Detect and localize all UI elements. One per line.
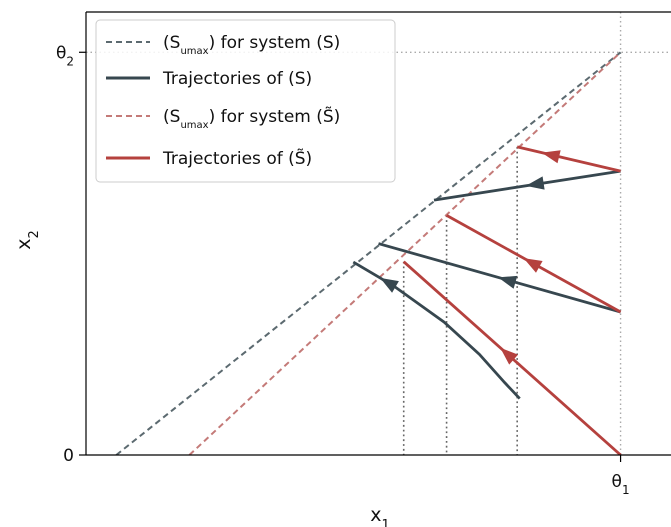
trajectory-line-4 [352,260,521,400]
boundary-lines [115,51,622,455]
legend-entry-label: (Sumax) for system (S) [163,33,340,57]
trajectory-arrowhead-4 [380,277,399,293]
legend: (Sumax) for system (S) Trajectories of (S… [95,19,396,183]
boundary-line-0 [115,51,622,455]
x-axis-label: x1 [370,504,390,527]
trajectory-arrowhead-3 [498,275,518,289]
trajectory-arrowhead-7 [500,347,519,365]
boundary-line-1 [188,51,622,455]
y-tick-label: 0 [63,446,74,466]
trajectory-line-5 [516,145,621,173]
trajectory-arrowhead-5 [541,150,561,164]
ticks: θ1 0 θ2 [56,43,630,497]
y-tick-label: θ2 [56,43,74,68]
x-tick-label: θ1 [612,472,630,497]
trajectory-arrowhead-6 [523,258,543,273]
legend-entry-label: (Sumax) for system (S̃) [163,106,340,131]
vertical-markers [402,146,518,455]
trajectory-arrowhead-2 [525,176,545,190]
trajectories [352,145,622,455]
legend-entry-label: Trajectories of (S) [162,69,312,89]
legend-box [95,19,396,183]
y-axis-label: x2 [13,230,42,250]
legend-entry-label: Trajectories of (S̃) [162,148,312,169]
